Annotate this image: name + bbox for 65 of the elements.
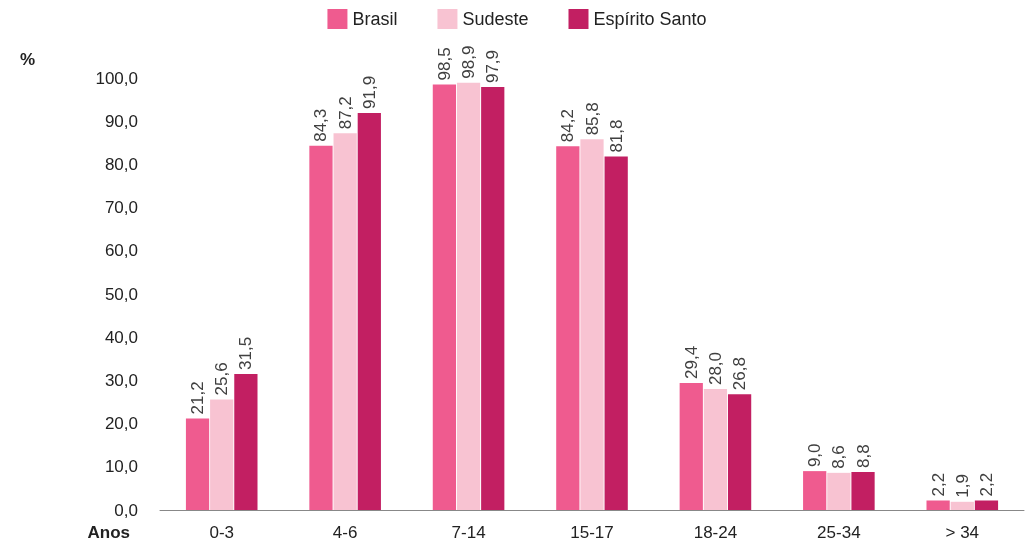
y-tick-label: 70,0 (104, 198, 138, 218)
data-label: 31,5 (236, 336, 256, 370)
data-label: 91,9 (359, 75, 379, 109)
bar (556, 146, 580, 510)
bar (803, 471, 827, 510)
y-tick-label: 40,0 (104, 327, 138, 347)
data-label: 85,8 (582, 102, 602, 136)
bar (851, 471, 875, 510)
data-label: 98,5 (434, 47, 454, 81)
bar (727, 394, 752, 510)
data-label: 21,2 (188, 381, 208, 415)
data-label: 1,9 (952, 474, 972, 498)
bar (234, 373, 258, 510)
y-axis-title: % (20, 50, 36, 69)
bar (210, 399, 234, 510)
data-label: 28,0 (705, 351, 725, 386)
y-tick-label: 90,0 (104, 111, 138, 131)
data-label: 2,2 (928, 472, 948, 497)
data-label: 97,9 (483, 49, 503, 84)
bar (333, 133, 357, 510)
data-label: 2,2 (976, 472, 996, 497)
x-tick-label: 0-3 (209, 523, 234, 542)
x-tick-label: 25-34 (817, 523, 861, 542)
y-tick-label: 50,0 (104, 284, 138, 304)
x-tick-label: 15-17 (570, 523, 614, 542)
bar (185, 418, 210, 510)
data-label: 25,6 (212, 362, 232, 396)
bar (309, 145, 333, 510)
y-tick-label: 60,0 (104, 241, 138, 261)
x-tick-label: 4-6 (332, 523, 358, 542)
data-label: 84,2 (558, 109, 578, 143)
y-tick-label: 20,0 (104, 414, 138, 434)
data-label: 8,6 (829, 445, 849, 469)
bar (926, 500, 950, 510)
y-tick-label: 10,0 (104, 457, 138, 477)
data-label: 81,8 (606, 119, 626, 153)
bar (950, 501, 974, 510)
legend-label: Sudeste (462, 9, 529, 29)
x-tick-label: 7-14 (451, 523, 486, 542)
bar (827, 472, 851, 510)
bar (432, 84, 457, 510)
y-tick-label: 0,0 (114, 500, 138, 520)
bar (481, 87, 505, 510)
data-label: 98,9 (459, 45, 479, 79)
bar (703, 389, 728, 510)
legend-label: Brasil (352, 9, 398, 29)
data-label: 9,0 (805, 443, 825, 468)
data-label: 87,2 (335, 96, 355, 130)
bar (357, 112, 381, 510)
data-label: 29,4 (681, 345, 701, 379)
y-tick-label: 80,0 (104, 154, 138, 174)
legend-label: Espírito Santo (593, 9, 707, 29)
y-tick-label: 100,0 (95, 68, 138, 88)
data-label: 84,3 (311, 108, 331, 142)
bar (679, 382, 703, 510)
data-label: 26,8 (730, 357, 750, 391)
bar (456, 82, 481, 510)
y-tick-label: 30,0 (104, 370, 138, 390)
x-axis-title: Anos (87, 523, 130, 542)
x-tick-label: > 34 (945, 523, 980, 542)
bar (580, 139, 604, 510)
bar (974, 500, 999, 510)
data-label: 8,8 (853, 444, 873, 468)
x-tick-label: 18-24 (693, 523, 738, 542)
bar (604, 156, 628, 510)
